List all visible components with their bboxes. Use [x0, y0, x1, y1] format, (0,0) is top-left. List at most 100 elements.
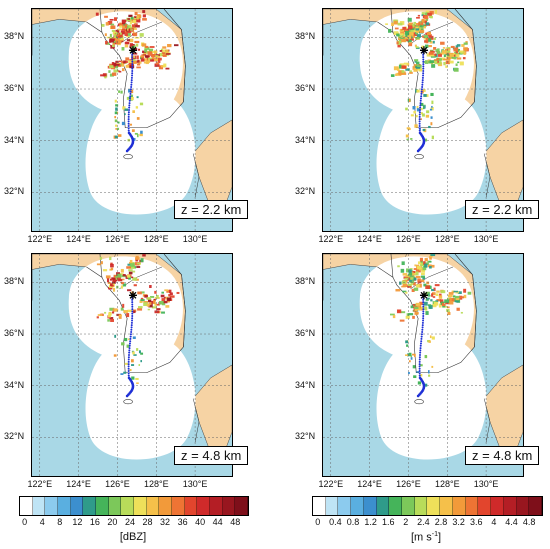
colorbar-swatch: [83, 497, 97, 515]
lon-label: 128°E: [143, 234, 169, 244]
lon-label: 126°E: [105, 234, 130, 244]
colorbar-tick-label: 1.2: [364, 517, 377, 527]
colorbar-tick-label: 3.6: [470, 517, 483, 527]
colorbar-tick-label: 4.8: [522, 517, 536, 527]
colorbar-tick-label: 0: [315, 517, 321, 527]
lon-label: 126°E: [396, 234, 421, 244]
lon-label: 128°E: [434, 234, 460, 244]
lon-label: 130°E: [182, 234, 208, 244]
colorbar-tick-label: 2: [403, 517, 409, 527]
map-panel-top-right: [322, 8, 524, 232]
map-panel-bottom-left-svg: [32, 254, 232, 476]
colorbar-swatch: [235, 497, 249, 515]
lon-label: 130°E: [473, 234, 499, 244]
colorbar-swatch: [478, 497, 492, 515]
colorbar-swatch: [452, 497, 466, 515]
lat-label: 36°N: [295, 328, 316, 339]
colorbar-swatch: [338, 497, 352, 515]
lon-label: 124°E: [66, 234, 91, 244]
lat-label: 32°N: [4, 431, 25, 442]
colorbar-swatch: [325, 497, 339, 515]
lon-label: 130°E: [473, 479, 499, 489]
colorbar-unit-right: [m s-1]: [410, 531, 442, 544]
lon-label: 128°E: [143, 479, 169, 489]
colorbar-swatch: [108, 497, 122, 515]
colorbar-tick-label: 28: [142, 517, 153, 527]
lon-label: 124°E: [357, 479, 382, 489]
colorbar-swatch: [465, 497, 479, 515]
colorbar-swatch: [414, 497, 428, 515]
map-panel-bottom-left: [31, 253, 233, 477]
colorbar-swatch: [351, 497, 364, 515]
lon-label: 126°E: [105, 479, 130, 489]
colorbar-swatch: [376, 497, 390, 515]
lat-label: 38°N: [295, 276, 316, 287]
colorbar-tick-label: 40: [195, 517, 206, 527]
colorbar-tick-label: 32: [160, 517, 171, 527]
height-label-bottom-right: z = 4.8 km: [465, 446, 540, 465]
lat-label: 34°N: [295, 134, 316, 145]
colorbar-swatch: [363, 497, 377, 515]
colorbar-swatch: [159, 497, 173, 515]
lat-label: 34°N: [4, 379, 25, 390]
lon-label: 130°E: [182, 479, 208, 489]
colorbar-tick-label: 48: [230, 517, 241, 527]
colorbar-tick-label: 2.4: [417, 517, 430, 527]
colorbar-tick-label: 24: [124, 517, 135, 527]
colorbar-swatch: [146, 497, 160, 515]
colorbar-tick-label: 0: [22, 517, 28, 527]
height-label-bottom-left: z = 4.8 km: [174, 446, 249, 465]
lon-label: 128°E: [434, 479, 460, 489]
colorbar-swatch: [516, 497, 530, 515]
colorbar-tick-label: 4.4: [505, 517, 518, 527]
colorbar-tick-label: 0.8: [346, 517, 360, 527]
colorbar-swatch: [313, 497, 326, 515]
lat-label: 38°N: [295, 31, 316, 42]
colorbar-tick-label: 1.6: [381, 517, 395, 527]
lat-label: 34°N: [295, 379, 316, 390]
colorbar-swatch: [45, 497, 59, 515]
lon-label: 124°E: [66, 479, 91, 489]
colorbar-swatch: [134, 497, 147, 515]
lon-label: 122°E: [318, 234, 344, 244]
map-panel-top-left-svg: [32, 9, 232, 231]
height-label-top-right: z = 2.2 km: [465, 200, 540, 219]
colorbar-swatch: [222, 497, 236, 515]
colorbar-swatch: [402, 497, 415, 515]
lon-label: 124°E: [357, 234, 382, 244]
lon-label: 126°E: [396, 479, 421, 489]
map-panel-top-left: [31, 8, 233, 232]
colorbar-velocity: [312, 496, 543, 516]
lon-label: 122°E: [318, 479, 344, 489]
height-label-top-left: z = 2.2 km: [174, 200, 249, 219]
lat-label: 36°N: [4, 83, 25, 94]
colorbar-swatch: [32, 497, 46, 515]
colorbar-swatch: [172, 497, 185, 515]
colorbar-tick-label: 4: [39, 517, 45, 527]
colorbar-swatch: [184, 497, 198, 515]
colorbar-swatch: [58, 497, 71, 515]
lat-label: 32°N: [4, 186, 25, 197]
colorbar-unit-left: [dBZ]: [119, 531, 147, 543]
colorbar-tick-label: 16: [89, 517, 100, 527]
colorbar-swatch: [427, 497, 441, 515]
lon-label: 122°E: [27, 479, 53, 489]
lat-label: 34°N: [4, 134, 25, 145]
map-panel-bottom-right-svg: [323, 254, 523, 476]
colorbar-swatch: [70, 497, 84, 515]
colorbar-swatch: [503, 497, 517, 515]
colorbar-tick-label: 36: [177, 517, 188, 527]
colorbar-swatch: [389, 497, 403, 515]
colorbar-tick-label: 3.2: [452, 517, 465, 527]
lat-label: 38°N: [4, 276, 25, 287]
colorbar-tick-label: 20: [107, 517, 118, 527]
colorbar-swatch: [121, 497, 135, 515]
colorbar-tick-label: 12: [72, 517, 83, 527]
lat-label: 38°N: [4, 31, 25, 42]
colorbar-tick-label: 2.8: [434, 517, 448, 527]
colorbar-swatch: [20, 497, 33, 515]
lat-label: 32°N: [295, 186, 316, 197]
map-panel-bottom-right: [322, 253, 524, 477]
lat-label: 36°N: [4, 328, 25, 339]
colorbar-swatch: [210, 497, 223, 515]
